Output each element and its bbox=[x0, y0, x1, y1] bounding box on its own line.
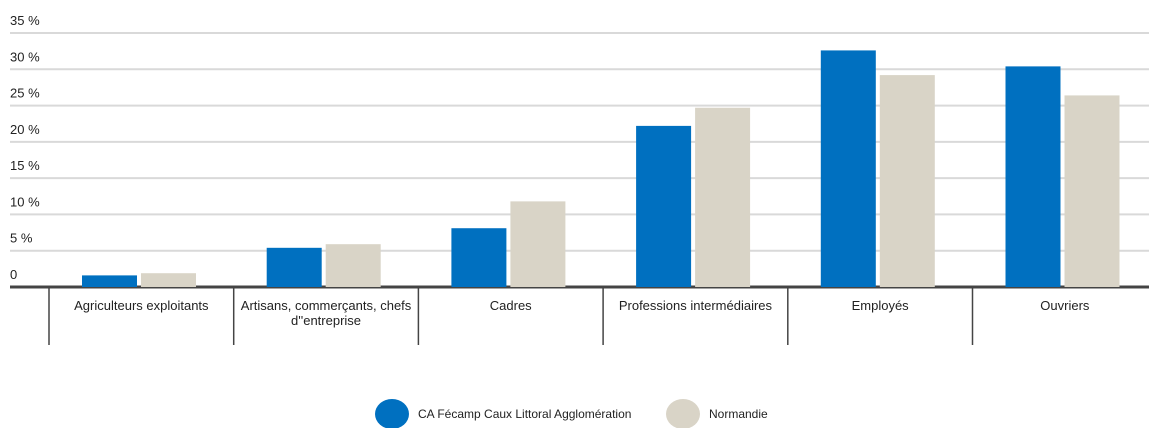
y-tick-label: 0 bbox=[10, 267, 17, 282]
y-tick-label: 35 % bbox=[10, 13, 40, 28]
y-tick-label: 10 % bbox=[10, 194, 40, 209]
y-tick-label: 20 % bbox=[10, 122, 40, 137]
x-tick-label: Cadres bbox=[489, 298, 532, 313]
legend-label: CA Fécamp Caux Littoral Agglomération bbox=[418, 407, 631, 421]
bar bbox=[695, 107, 751, 288]
x-tick-label: Artisans, commerçants, chefs d''entrepri… bbox=[240, 298, 412, 328]
bar bbox=[266, 247, 322, 287]
bar bbox=[451, 228, 507, 287]
bar bbox=[325, 244, 381, 287]
bar bbox=[510, 201, 566, 287]
bar bbox=[141, 273, 196, 287]
x-tick-label: Agriculteurs exploitants bbox=[74, 298, 209, 313]
legend-label: Normandie bbox=[709, 407, 768, 421]
x-tick-label: Employés bbox=[851, 298, 909, 313]
x-tick-label: Ouvriers bbox=[1040, 298, 1090, 313]
y-tick-label: 15 % bbox=[10, 158, 40, 173]
legend-swatch bbox=[666, 399, 700, 428]
bar bbox=[636, 125, 692, 288]
bar bbox=[82, 275, 137, 287]
y-tick-label: 30 % bbox=[10, 49, 40, 64]
bar bbox=[1064, 95, 1120, 287]
bar bbox=[1005, 66, 1061, 287]
x-tick-label: Professions intermédiaires bbox=[618, 298, 773, 313]
y-tick-label: 25 % bbox=[10, 86, 40, 101]
legend-swatch bbox=[375, 399, 409, 428]
bar bbox=[879, 75, 935, 287]
y-tick-label: 5 % bbox=[10, 231, 33, 246]
bar bbox=[820, 50, 876, 287]
